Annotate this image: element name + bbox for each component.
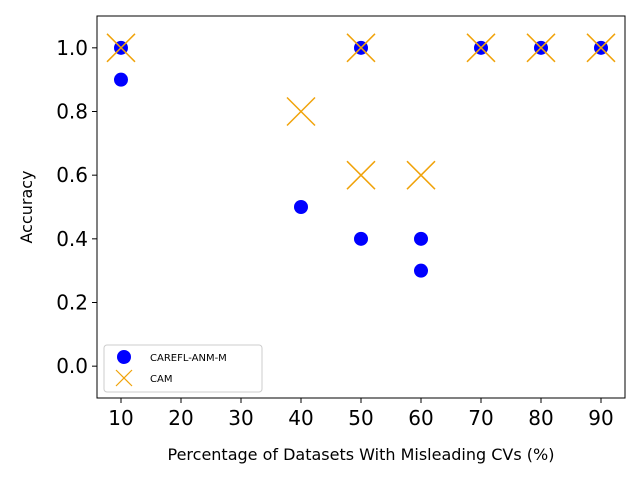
cam-cross-stroke [286,96,316,127]
data-point-carefl-anm-m [294,200,308,214]
x-tick-label: 50 [348,406,373,430]
y-axis-label: Accuracy [17,170,36,243]
ticks-layer: 10 20 30 40 50 60 70 80 90 0.0 0.2 0.4 0.6 0.8 1.0 [56,36,614,430]
x-tick-label: 60 [408,406,433,430]
plot-frame [96,15,626,399]
legend: CAREFL-ANM-M CAM [103,344,263,393]
data-point-cam [586,33,616,63]
data-point-carefl-anm-m [414,231,428,246]
data-point-cam [106,33,136,63]
data-point-cam [346,33,376,63]
cam-cross-stroke [346,33,376,63]
y-tick-label: 0.0 [56,354,88,378]
x-axis-label: Percentage of Datasets With Misleading C… [168,445,555,464]
cam-cross-stroke [106,33,136,63]
x-tick-label: 40 [288,406,313,430]
x-tick-label: 30 [228,406,253,430]
x-tick-label: 20 [168,406,193,430]
marks-layer [106,33,616,278]
cam-cross-stroke [406,160,436,190]
cam-cross-stroke [526,33,556,63]
x-tick-label: 90 [588,406,613,430]
data-point-cam [286,96,316,127]
data-point-cam [346,160,376,190]
y-tick-label: 0.8 [56,100,88,124]
data-point-carefl-anm-m [414,263,428,278]
y-tick-label: 0.4 [56,227,88,251]
data-point-cam [526,33,556,63]
data-point-cam [406,160,436,190]
y-tick-label: 1.0 [56,36,88,60]
legend-marker-cam [115,369,133,387]
cam-cross-stroke [346,160,376,190]
data-point-carefl-anm-m [114,72,128,87]
legend-label-carefl-anm-m: CAREFL-ANM-M [150,353,227,364]
x-tick-label: 70 [468,406,493,430]
data-point-cam [466,33,496,63]
y-tick-label: 0.2 [56,291,88,315]
x-tick-label: 10 [108,406,133,430]
legend-box [103,344,263,393]
legend-label-cam: CAM [150,374,172,385]
cam-cross-stroke [586,33,616,63]
legend-marker-carefl-anm-m [117,350,131,364]
data-point-carefl-anm-m [354,231,368,246]
cam-cross-stroke [466,33,496,63]
y-tick-label: 0.6 [56,163,88,187]
x-tick-label: 80 [528,406,553,430]
